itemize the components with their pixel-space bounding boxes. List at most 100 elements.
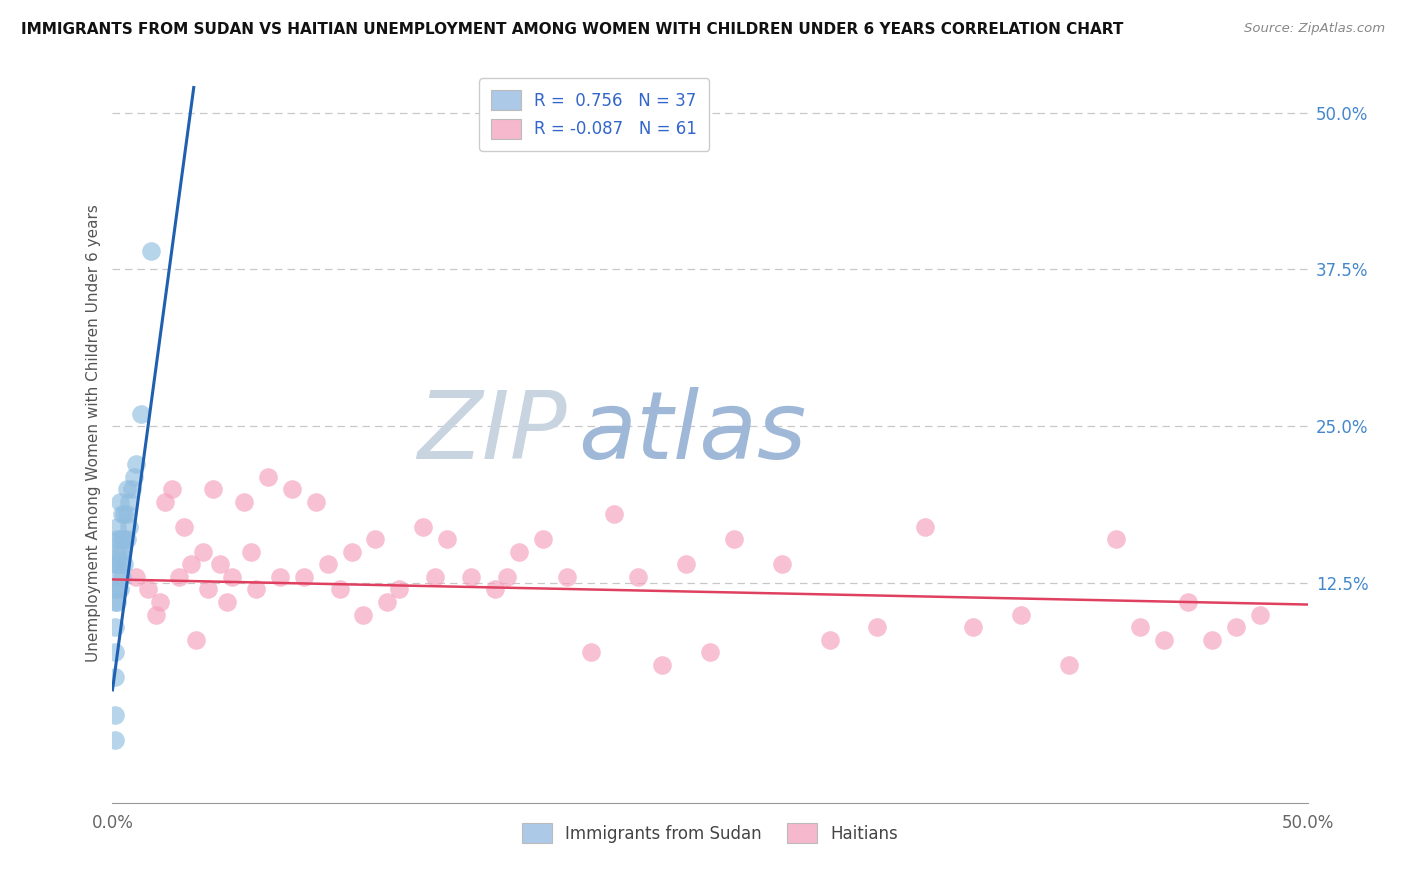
Point — [305, 494, 328, 508]
Point — [149, 595, 172, 609]
Point — [153, 494, 176, 508]
Text: IMMIGRANTS FROM SUDAN VS HAITIAN UNEMPLOYMENT AMONG WOMEN WITH CHILDREN UNDER 6 : IMMIGRANTS FROM SUDAN VS HAITIAN UNEMPLO… — [21, 22, 1123, 37]
Point — [603, 507, 626, 521]
Point — [340, 545, 363, 559]
Point — [180, 558, 202, 572]
Point — [1129, 620, 1152, 634]
Point — [1177, 595, 1199, 609]
Point — [104, 733, 127, 747]
Point — [233, 494, 256, 508]
Point — [460, 570, 482, 584]
Text: atlas: atlas — [579, 387, 807, 478]
Legend: Immigrants from Sudan, Haitians: Immigrants from Sudan, Haitians — [516, 816, 904, 850]
Point — [115, 507, 138, 521]
Point — [316, 558, 339, 572]
Point — [425, 570, 447, 584]
Point — [221, 570, 243, 584]
Point — [436, 533, 458, 547]
Point — [139, 244, 162, 258]
Point — [115, 533, 138, 547]
Point — [108, 533, 131, 547]
Point — [111, 570, 134, 584]
Point — [114, 558, 135, 572]
Point — [412, 520, 434, 534]
Point — [104, 670, 127, 684]
Point — [145, 607, 167, 622]
Point — [104, 708, 127, 723]
Point — [1010, 607, 1032, 622]
Y-axis label: Unemployment Among Women with Children Under 6 years: Unemployment Among Women with Children U… — [86, 203, 101, 662]
Point — [114, 507, 135, 521]
Point — [105, 558, 128, 572]
Point — [114, 533, 135, 547]
Point — [105, 545, 128, 559]
Point — [108, 545, 131, 559]
Point — [104, 620, 127, 634]
Point — [1225, 620, 1247, 634]
Point — [770, 558, 793, 572]
Text: ZIP: ZIP — [418, 387, 567, 478]
Point — [138, 582, 160, 597]
Point — [484, 582, 506, 597]
Point — [105, 570, 128, 584]
Point — [329, 582, 352, 597]
Point — [675, 558, 697, 572]
Point — [105, 533, 128, 547]
Point — [108, 582, 131, 597]
Point — [352, 607, 374, 622]
Point — [111, 545, 134, 559]
Point — [914, 520, 936, 534]
Point — [699, 645, 721, 659]
Text: Source: ZipAtlas.com: Source: ZipAtlas.com — [1244, 22, 1385, 36]
Point — [104, 645, 127, 659]
Point — [217, 595, 239, 609]
Point — [105, 582, 128, 597]
Point — [108, 558, 131, 572]
Point — [1057, 657, 1080, 672]
Point — [201, 482, 224, 496]
Point — [1201, 632, 1223, 647]
Point — [122, 469, 145, 483]
Point — [1153, 632, 1175, 647]
Point — [125, 570, 148, 584]
Point — [104, 582, 127, 597]
Point — [121, 482, 143, 496]
Point — [240, 545, 263, 559]
Point — [245, 582, 267, 597]
Point — [257, 469, 280, 483]
Point — [104, 558, 127, 572]
Point — [193, 545, 215, 559]
Point — [118, 494, 141, 508]
Point — [292, 570, 315, 584]
Point — [627, 570, 650, 584]
Point — [197, 582, 219, 597]
Point — [1105, 533, 1128, 547]
Point — [962, 620, 984, 634]
Point — [173, 520, 195, 534]
Point — [555, 570, 578, 584]
Point — [111, 533, 134, 547]
Point — [377, 595, 399, 609]
Point — [388, 582, 411, 597]
Point — [118, 520, 141, 534]
Point — [162, 482, 183, 496]
Point — [364, 533, 387, 547]
Point — [651, 657, 673, 672]
Point — [866, 620, 889, 634]
Point — [269, 570, 291, 584]
Point — [186, 632, 208, 647]
Point — [111, 507, 134, 521]
Point — [209, 558, 232, 572]
Point — [105, 520, 128, 534]
Point — [108, 494, 131, 508]
Point — [281, 482, 304, 496]
Point — [579, 645, 602, 659]
Point — [508, 545, 530, 559]
Point — [496, 570, 519, 584]
Point — [169, 570, 191, 584]
Point — [531, 533, 554, 547]
Point — [1249, 607, 1271, 622]
Point — [818, 632, 841, 647]
Point — [115, 482, 138, 496]
Point — [105, 595, 128, 609]
